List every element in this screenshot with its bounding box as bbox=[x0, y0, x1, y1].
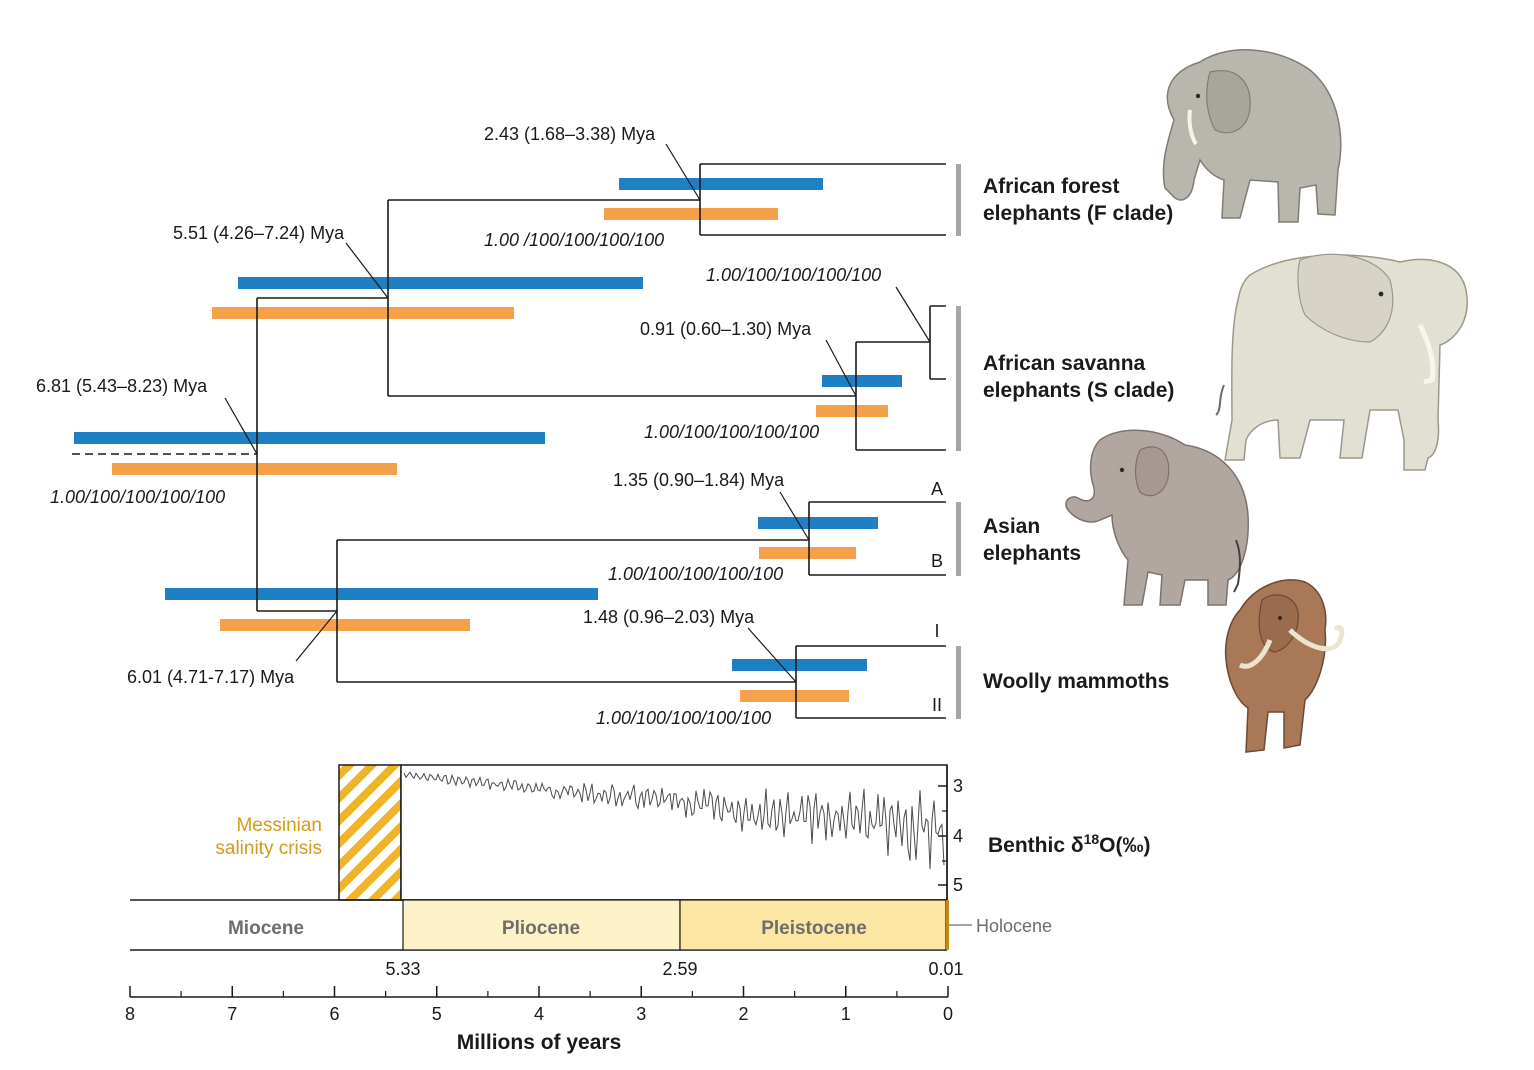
root-bayes-bar bbox=[74, 432, 545, 444]
boundary-5-33: 5.33 bbox=[385, 959, 420, 979]
african-savanna-elephant-illustration bbox=[1215, 253, 1468, 471]
forest-support-label: 1.00 /100/100/100/100 bbox=[484, 230, 664, 250]
miocene-label: Miocene bbox=[228, 918, 304, 939]
mammoth-support-label: 1.00/100/100/100/100 bbox=[596, 708, 771, 728]
pleistocene-band bbox=[679, 899, 947, 951]
time-axis-tick-label: 1 bbox=[841, 1004, 851, 1024]
isotope-curve bbox=[403, 771, 945, 870]
asian-branch bbox=[337, 501, 946, 576]
holocene-band bbox=[946, 900, 949, 950]
asian-elephant-illustration bbox=[1065, 429, 1249, 606]
savanna-ml-bar bbox=[816, 405, 888, 417]
time-axis: Millions of years 8 7 6 5 4 3 2 1 0 bbox=[125, 986, 953, 1054]
time-axis-tick-label: 0 bbox=[943, 1004, 953, 1024]
pleistocene-label: Pleistocene bbox=[761, 918, 867, 939]
african-ml-bar bbox=[212, 307, 514, 319]
subclade-i: I bbox=[934, 621, 939, 641]
forest-bracket bbox=[956, 164, 961, 236]
asian-clade-name: Asian bbox=[983, 515, 1040, 538]
boundary-2-59: 2.59 bbox=[662, 959, 697, 979]
isotope-tick-4: 4 bbox=[953, 826, 963, 846]
isotope-title: Benthic δ18O(‰) bbox=[988, 831, 1150, 857]
savanna-support-label: 1.00/100/100/100/100 bbox=[644, 422, 819, 442]
isotope-tick-5: 5 bbox=[953, 875, 963, 895]
time-axis-tick-label: 4 bbox=[534, 1004, 544, 1024]
pliocene-label: Pliocene bbox=[502, 918, 580, 939]
clade-brackets bbox=[956, 164, 961, 719]
isotope-panel: 3 4 5 Benthic δ18O(‰) Messinian salinity… bbox=[215, 764, 1150, 901]
phylogenetic-tree bbox=[72, 163, 946, 719]
forest-ml-bar bbox=[604, 208, 778, 220]
root-age-label: 6.81 (5.43–8.23) Mya bbox=[36, 376, 208, 396]
asian-mammoth-bayes-bar bbox=[165, 588, 598, 600]
messinian-label-2: salinity crisis bbox=[215, 838, 322, 859]
subclade-ii: II bbox=[932, 695, 942, 715]
mammoth-bayes-bar bbox=[732, 659, 867, 671]
african-forest-elephant-illustration bbox=[1162, 49, 1342, 223]
mammoth-age-label: 1.48 (0.96–2.03) Mya bbox=[583, 607, 755, 627]
asian-age-label: 1.35 (0.90–1.84) Mya bbox=[613, 470, 785, 490]
asian-mammoth-age-label: 6.01 (4.71-7.17) Mya bbox=[127, 667, 295, 687]
divergence-bars bbox=[74, 178, 902, 702]
savanna-clade-name-2: elephants (S clade) bbox=[983, 379, 1174, 402]
root-ml-bar bbox=[112, 463, 397, 475]
subclade-b: B bbox=[931, 551, 943, 571]
forest-bayes-bar bbox=[619, 178, 823, 190]
isotope-tick-3: 3 bbox=[953, 776, 963, 796]
forest-clade-name-2: elephants (F clade) bbox=[983, 202, 1173, 225]
time-axis-tick-label: 5 bbox=[432, 1004, 442, 1024]
asian-mammoth-ml-bar bbox=[220, 619, 470, 631]
asian-support-label: 1.00/100/100/100/100 bbox=[608, 564, 783, 584]
holocene-label: Holocene bbox=[976, 916, 1052, 936]
time-axis-tick-label: 3 bbox=[636, 1004, 646, 1024]
time-axis-title: Millions of years bbox=[457, 1031, 622, 1054]
messinian-hatch bbox=[338, 764, 402, 901]
boundary-0-01: 0.01 bbox=[928, 959, 963, 979]
epoch-band: Miocene Pliocene Pleistocene Holocene 5.… bbox=[130, 899, 1052, 979]
woolly-mammoth-illustration bbox=[1224, 579, 1345, 753]
mammoth-clade-name: Woolly mammoths bbox=[983, 670, 1169, 693]
savanna-sub-support-label: 1.00/100/100/100/100 bbox=[706, 265, 881, 285]
root-support-label: 1.00/100/100/100/100 bbox=[50, 487, 225, 507]
asian-bracket bbox=[956, 502, 961, 576]
subclade-labels: A B I II bbox=[931, 479, 943, 715]
forest-age-label: 2.43 (1.68–3.38) Mya bbox=[484, 124, 656, 144]
isotope-plot-frame bbox=[400, 764, 948, 901]
asian-bayes-bar bbox=[758, 517, 878, 529]
asian-ml-bar bbox=[759, 547, 856, 559]
savanna-bracket bbox=[956, 306, 961, 451]
mammoth-ml-bar bbox=[740, 690, 849, 702]
time-axis-tick-label: 8 bbox=[125, 1004, 135, 1024]
african-age-label: 5.51 (4.26–7.24) Mya bbox=[173, 223, 345, 243]
subclade-a: A bbox=[931, 479, 943, 499]
forest-clade-name: African forest bbox=[983, 175, 1120, 198]
forest-branch bbox=[388, 163, 946, 236]
savanna-clade-name: African savanna bbox=[983, 352, 1146, 375]
node-labels: 2.43 (1.68–3.38) Mya 1.00 /100/100/100/1… bbox=[36, 124, 881, 728]
time-axis-tick-label: 7 bbox=[227, 1004, 237, 1024]
time-axis-tick-label: 2 bbox=[738, 1004, 748, 1024]
savanna-bayes-bar bbox=[822, 375, 902, 387]
clade-names: African forest elephants (F clade) Afric… bbox=[983, 175, 1174, 693]
asian-clade-name-2: elephants bbox=[983, 542, 1081, 565]
savanna-age-label: 0.91 (0.60–1.30) Mya bbox=[640, 319, 812, 339]
mammoth-bracket bbox=[956, 646, 961, 719]
leader-lines bbox=[224, 143, 931, 683]
messinian-label: Messinian bbox=[236, 815, 322, 836]
african-bayes-bar bbox=[238, 277, 643, 289]
time-axis-tick-label: 6 bbox=[329, 1004, 339, 1024]
